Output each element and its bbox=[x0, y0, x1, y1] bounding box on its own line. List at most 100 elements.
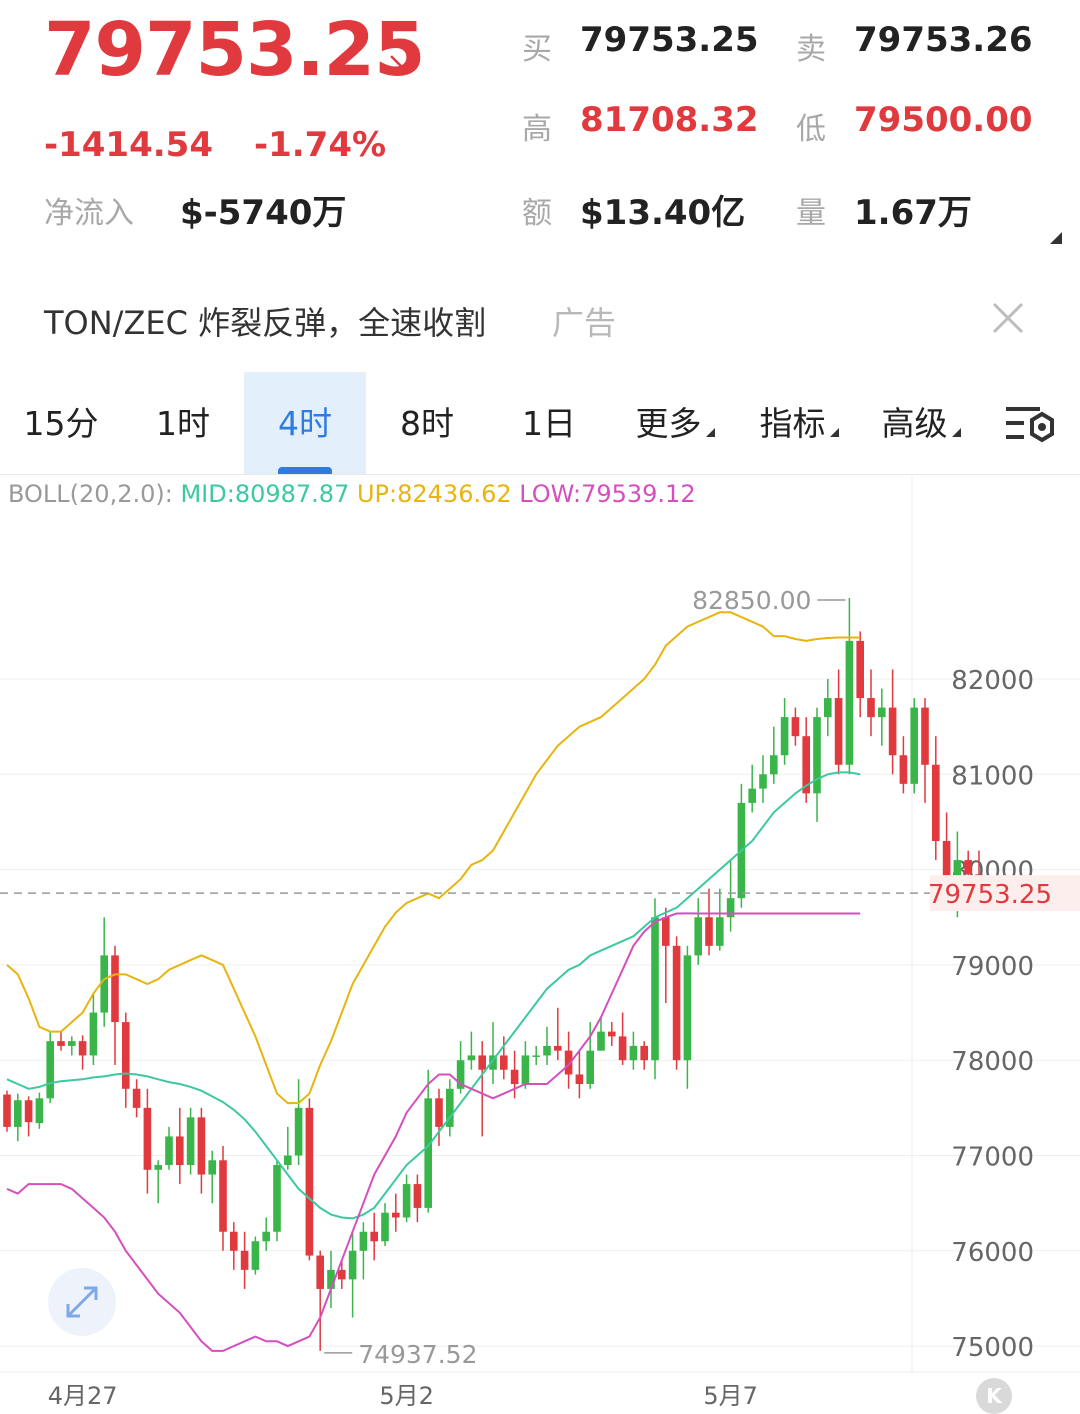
tab-1d[interactable]: 1日 bbox=[522, 404, 576, 443]
fullscreen-button[interactable] bbox=[48, 1268, 116, 1336]
boll-up: UP:82436.62 bbox=[356, 480, 512, 508]
candle-body bbox=[694, 917, 702, 956]
chart-settings-icon[interactable] bbox=[1004, 404, 1056, 448]
tab-4h[interactable]: 4时 bbox=[244, 372, 366, 474]
candle-body bbox=[683, 955, 692, 1061]
candle-body bbox=[705, 917, 713, 946]
dropdown-triangle-icon bbox=[829, 428, 839, 437]
candle-body bbox=[608, 1031, 616, 1037]
candlestick-chart[interactable]: 8200081000800007900078000770007600075000… bbox=[0, 474, 1080, 1412]
tab-8h[interactable]: 8时 bbox=[400, 404, 454, 443]
candle-body bbox=[575, 1074, 584, 1085]
candle-body bbox=[251, 1241, 260, 1270]
candle-body bbox=[176, 1136, 184, 1166]
candle-body bbox=[359, 1231, 368, 1251]
candle-body bbox=[132, 1088, 141, 1108]
candle-body bbox=[14, 1100, 22, 1127]
y-tick-label: 77000 bbox=[951, 1143, 1034, 1173]
candle-body bbox=[262, 1231, 270, 1242]
last-price-tag: 79753.25 bbox=[928, 880, 1052, 910]
candle-body bbox=[122, 1022, 130, 1089]
candle-body bbox=[327, 1269, 335, 1289]
candle-body bbox=[392, 1212, 400, 1218]
tab-1h[interactable]: 1时 bbox=[156, 404, 210, 443]
candle-body bbox=[888, 707, 897, 756]
boll-name: BOLL(20,2.0): bbox=[8, 480, 173, 508]
candle-body bbox=[348, 1250, 357, 1280]
candle-body bbox=[791, 717, 800, 737]
candle-body bbox=[554, 1045, 562, 1051]
low-value: 79500.00 bbox=[854, 100, 1033, 140]
last-price: 79753.25 bbox=[44, 7, 426, 93]
y-tick-label: 79000 bbox=[951, 952, 1034, 982]
tab-more[interactable]: 更多 bbox=[614, 372, 736, 474]
min-price-label: 74937.52 bbox=[358, 1340, 477, 1369]
candle-body bbox=[402, 1184, 411, 1218]
candle-body bbox=[716, 917, 724, 946]
close-icon[interactable] bbox=[988, 298, 1028, 338]
candle-body bbox=[338, 1269, 346, 1280]
volume-value: 1.67万 bbox=[854, 193, 972, 233]
candle-body bbox=[273, 1165, 281, 1232]
price-change: -1414.54 bbox=[44, 125, 213, 165]
candle-body bbox=[662, 917, 670, 946]
candle-body bbox=[867, 698, 875, 718]
candle-body bbox=[780, 717, 789, 756]
ad-banner-text[interactable]: TON/ZEC 炸裂反弹，全速收割 bbox=[44, 304, 487, 342]
bid-value: 79753.25 bbox=[580, 20, 759, 60]
volume-label: 量 bbox=[796, 196, 826, 231]
timeframe-tabs: 15分 1时 4时 8时 1日 更多 指标 高级 bbox=[0, 372, 1080, 475]
candle-body bbox=[305, 1107, 314, 1256]
candle-body bbox=[478, 1055, 486, 1070]
candle-body bbox=[316, 1255, 324, 1289]
candle-body bbox=[68, 1041, 76, 1046]
candle-body bbox=[510, 1069, 519, 1085]
candle-body bbox=[370, 1231, 378, 1242]
y-tick-label: 76000 bbox=[951, 1238, 1034, 1268]
candle-body bbox=[446, 1088, 454, 1127]
ask-label: 卖 bbox=[796, 32, 826, 67]
expand-icon bbox=[66, 1286, 98, 1318]
last-price-tag-bg bbox=[930, 875, 1080, 912]
candle-body bbox=[726, 898, 735, 918]
net-inflow-value: $-5740万 bbox=[180, 193, 347, 233]
max-price-label: 82850.00 bbox=[692, 586, 811, 615]
candle-body bbox=[899, 755, 908, 784]
candle-body bbox=[230, 1231, 238, 1251]
candle-body bbox=[802, 736, 810, 794]
x-tick-label: 4月27 bbox=[48, 1382, 118, 1410]
candle-body bbox=[381, 1212, 389, 1242]
candle-body bbox=[240, 1250, 249, 1270]
candle-body bbox=[294, 1107, 303, 1156]
tab-15m[interactable]: 15分 bbox=[23, 404, 99, 443]
candle-body bbox=[824, 698, 832, 718]
dropdown-triangle-icon bbox=[705, 428, 715, 437]
x-tick-label: 5月2 bbox=[379, 1382, 434, 1410]
candle-body bbox=[834, 698, 843, 765]
boll-legend: BOLL(20,2.0): MID:80987.87 UP:82436.62 L… bbox=[8, 480, 696, 508]
candle-body bbox=[672, 945, 681, 1061]
boll-mid: MID:80987.87 bbox=[180, 480, 350, 508]
down-arrow-icon: ↘ bbox=[386, 46, 412, 81]
k-line-button[interactable]: K bbox=[976, 1378, 1012, 1414]
amount-label: 额 bbox=[522, 196, 552, 231]
low-label: 低 bbox=[796, 112, 826, 147]
candle-body bbox=[845, 640, 854, 765]
tab-advanced[interactable]: 高级 bbox=[860, 372, 982, 474]
candle-body bbox=[932, 764, 940, 842]
candle-body bbox=[586, 1050, 594, 1085]
candle-body bbox=[953, 860, 962, 889]
candle-body bbox=[78, 1041, 87, 1056]
candle-body bbox=[456, 1060, 465, 1089]
tab-indicators[interactable]: 指标 bbox=[738, 372, 860, 474]
y-tick-label: 82000 bbox=[951, 666, 1034, 696]
candle-body bbox=[543, 1045, 551, 1056]
candle-body bbox=[748, 788, 756, 803]
ad-tag: 广告 bbox=[552, 304, 617, 342]
candle-body bbox=[24, 1100, 33, 1123]
candle-body bbox=[143, 1107, 152, 1170]
boll-mid-line bbox=[6, 771, 861, 1220]
expand-quote-corner-icon[interactable] bbox=[1050, 232, 1062, 244]
candle-body bbox=[197, 1117, 206, 1175]
candle-body bbox=[284, 1155, 292, 1166]
